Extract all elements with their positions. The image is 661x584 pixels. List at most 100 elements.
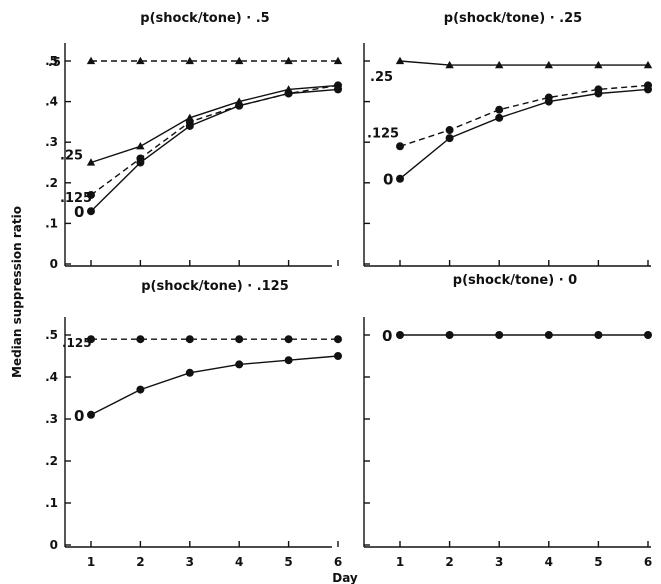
data-point xyxy=(235,360,244,369)
series-line xyxy=(90,84,339,164)
data-point xyxy=(185,56,194,65)
series-label: 0 xyxy=(74,203,84,221)
series-line xyxy=(90,88,339,212)
data-point xyxy=(87,335,95,344)
x-tick-label: 3 xyxy=(186,555,194,569)
series-label: 0 xyxy=(383,171,393,189)
data-point xyxy=(334,352,342,360)
panel-title: p(shock/tone) · .5 xyxy=(140,11,269,26)
data-point xyxy=(235,335,244,344)
x-axis-label: Day xyxy=(332,571,358,584)
data-point xyxy=(594,60,603,69)
x-tick-label: 5 xyxy=(594,555,602,569)
series-label: .125 xyxy=(62,336,92,350)
data-point xyxy=(445,134,454,143)
data-point xyxy=(396,331,404,339)
x-tick-label: 3 xyxy=(495,555,503,569)
panel-3: p(shock/tone) · .125 .5 .4 .3 .2 .1 0 1 2 3 4 5 6 .12… xyxy=(45,279,342,569)
data-point xyxy=(284,356,293,365)
y-tick-label: .1 xyxy=(45,216,58,230)
data-point xyxy=(86,158,96,166)
y-tick-label: .1 xyxy=(45,496,58,510)
data-point xyxy=(495,331,504,339)
data-point xyxy=(395,56,405,65)
panel-title: p(shock/tone) · .125 xyxy=(141,279,289,294)
data-point xyxy=(334,85,342,94)
data-point xyxy=(284,56,293,65)
y-tick-label: .4 xyxy=(45,370,58,384)
x-tick-label: 6 xyxy=(334,555,342,569)
data-point xyxy=(445,331,454,339)
series-line xyxy=(90,84,339,196)
y-tick-label: 0 xyxy=(50,538,58,552)
data-point xyxy=(284,89,293,98)
data-point xyxy=(334,335,342,344)
panel-title: p(shock/tone) · 0 xyxy=(453,273,577,288)
data-point xyxy=(136,385,145,394)
data-point xyxy=(185,335,194,344)
data-point xyxy=(284,335,293,344)
data-point xyxy=(87,410,95,419)
data-point xyxy=(544,60,553,69)
y-tick-label: 0 xyxy=(50,257,58,271)
series-line xyxy=(399,88,649,180)
y-tick-label: .3 xyxy=(45,135,58,149)
x-tick-label: 6 xyxy=(644,555,652,569)
data-point xyxy=(396,142,404,151)
data-point xyxy=(643,60,653,69)
x-tick-label: 1 xyxy=(396,555,404,569)
data-point xyxy=(333,56,343,65)
data-point xyxy=(86,56,96,65)
data-point xyxy=(644,331,652,339)
y-tick-label: .5 xyxy=(45,328,58,342)
series-line xyxy=(90,355,339,416)
series-label: .25 xyxy=(60,149,83,164)
data-point xyxy=(644,85,652,94)
data-point xyxy=(594,89,603,98)
series-label: 0 xyxy=(74,407,84,425)
data-point xyxy=(136,142,145,150)
panel-title: p(shock/tone) · .25 xyxy=(444,11,582,26)
x-tick-label: 1 xyxy=(87,555,95,569)
y-tick-label: .2 xyxy=(45,454,58,468)
data-point xyxy=(495,60,504,69)
x-tick-label: 4 xyxy=(545,555,553,569)
data-point xyxy=(185,368,194,377)
data-point xyxy=(445,60,454,69)
series-label: .125 xyxy=(60,191,92,206)
data-point xyxy=(235,101,244,110)
x-tick-label: 4 xyxy=(235,555,243,569)
data-point xyxy=(594,331,603,339)
y-tick-label: .3 xyxy=(45,412,58,426)
x-tick-label: 2 xyxy=(445,555,453,569)
data-point xyxy=(185,121,194,130)
data-point xyxy=(136,158,145,167)
y-tick-label: .4 xyxy=(45,95,58,109)
y-axis-label: Median suppression ratio xyxy=(10,206,24,378)
data-point xyxy=(87,207,95,216)
data-point xyxy=(136,56,145,65)
data-point xyxy=(445,126,454,135)
series-label: .5 xyxy=(48,55,61,69)
x-tick-label: 2 xyxy=(136,555,144,569)
y-tick-label: .5 xyxy=(45,54,58,68)
data-point xyxy=(495,105,504,114)
data-point xyxy=(544,331,553,339)
series-label: 0 xyxy=(382,327,392,345)
series-label: .25 xyxy=(370,70,393,85)
series-line xyxy=(399,84,649,147)
data-point xyxy=(544,97,553,106)
data-point xyxy=(87,190,95,199)
data-point xyxy=(235,56,244,65)
series-label: .125 xyxy=(367,126,399,141)
y-tick-label: .2 xyxy=(45,176,58,190)
data-point xyxy=(396,174,404,183)
series-line xyxy=(399,60,648,66)
data-point xyxy=(136,335,145,344)
x-tick-label: 5 xyxy=(284,555,292,569)
data-point xyxy=(495,113,504,122)
panel-4: p(shock/tone) · 0 1 2 3 4 5 6 0 xyxy=(363,273,652,569)
panel-2: p(shock/tone) · .25 .25 .125 0 xyxy=(363,11,653,267)
